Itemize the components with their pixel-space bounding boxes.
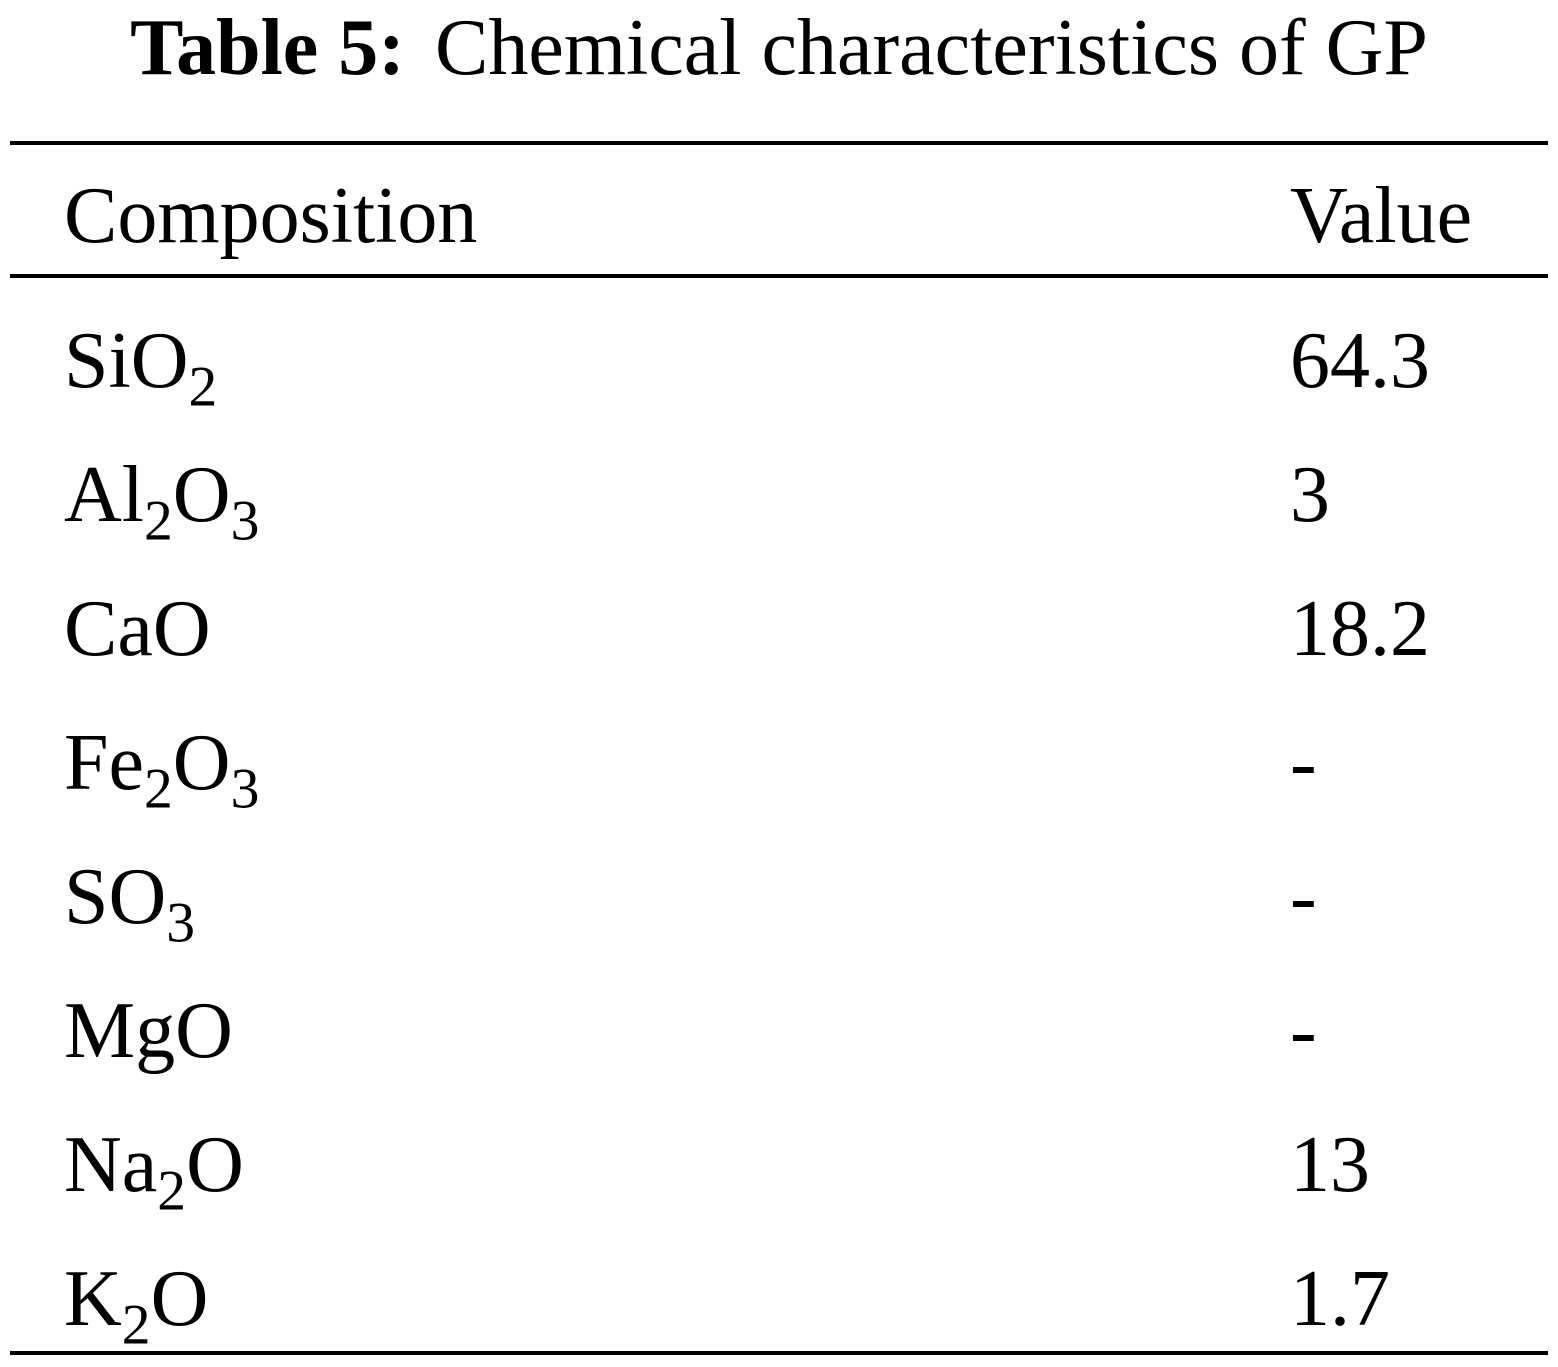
formula-text: SiO bbox=[64, 317, 189, 405]
value-cell: - bbox=[1290, 987, 1317, 1075]
composition-cell: K2O bbox=[64, 1232, 208, 1366]
table-top-rule bbox=[10, 141, 1548, 145]
table-row: MgO - bbox=[0, 964, 1558, 1098]
table-row: SiO2 64.3 bbox=[0, 294, 1558, 428]
formula-text: K bbox=[64, 1255, 122, 1343]
formula-subscript: 2 bbox=[144, 757, 173, 821]
table-row: K2O 1.7 bbox=[0, 1232, 1558, 1366]
formula-text: CaO bbox=[64, 585, 211, 673]
table-row: SO3 - bbox=[0, 830, 1558, 964]
header-composition: Composition bbox=[64, 172, 478, 260]
value-cell: - bbox=[1290, 719, 1317, 807]
formula-subscript: 2 bbox=[157, 1159, 187, 1223]
composition-cell: Al2O3 bbox=[64, 428, 259, 562]
table-row: CaO 18.2 bbox=[0, 562, 1558, 696]
value-cell: 18.2 bbox=[1290, 585, 1430, 673]
table-row: Na2O 13 bbox=[0, 1098, 1558, 1232]
composition-cell: CaO bbox=[64, 562, 211, 696]
table-header-rule bbox=[10, 274, 1548, 278]
composition-cell: SiO2 bbox=[64, 294, 217, 428]
composition-cell: Fe2O3 bbox=[64, 696, 259, 830]
table-header-row: Composition Value bbox=[0, 158, 1558, 274]
value-cell: - bbox=[1290, 853, 1317, 941]
composition-cell: SO3 bbox=[64, 830, 195, 964]
value-cell: 1.7 bbox=[1290, 1255, 1390, 1343]
value-cell: 13 bbox=[1290, 1121, 1370, 1209]
table-row: Al2O3 3 bbox=[0, 428, 1558, 562]
table-caption-label: Table 5: bbox=[130, 4, 405, 92]
value-cell: 3 bbox=[1290, 451, 1330, 539]
formula-subscript: 2 bbox=[188, 355, 218, 419]
composition-cell: Na2O bbox=[64, 1098, 244, 1232]
formula-text: Al bbox=[64, 451, 144, 539]
formula-text: O bbox=[172, 719, 231, 807]
formula-subscript: 2 bbox=[144, 489, 173, 553]
header-value: Value bbox=[1290, 172, 1473, 260]
formula-subscript: 3 bbox=[166, 891, 196, 955]
table-bottom-rule bbox=[10, 1351, 1548, 1355]
table-caption: Table 5: Chemical characteristics of GP bbox=[0, 0, 1558, 130]
table-row: Fe2O3 - bbox=[0, 696, 1558, 830]
formula-subscript: 2 bbox=[121, 1293, 151, 1357]
value-cell: 64.3 bbox=[1290, 317, 1430, 405]
composition-cell: MgO bbox=[64, 964, 233, 1098]
formula-text: O bbox=[172, 451, 231, 539]
formula-subscript: 3 bbox=[230, 757, 260, 821]
formula-text: SO bbox=[64, 853, 167, 941]
formula-text: MgO bbox=[64, 987, 233, 1075]
formula-text: Na bbox=[64, 1121, 158, 1209]
formula-text: O bbox=[186, 1121, 244, 1209]
formula-text: O bbox=[150, 1255, 209, 1343]
formula-text: Fe bbox=[64, 719, 144, 807]
formula-subscript: 3 bbox=[230, 489, 260, 553]
table-caption-text: Chemical characteristics of GP bbox=[434, 4, 1428, 92]
